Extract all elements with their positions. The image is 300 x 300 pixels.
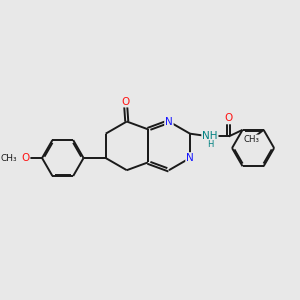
Text: O: O <box>21 153 30 163</box>
Text: O: O <box>121 97 130 106</box>
Text: CH₃: CH₃ <box>243 135 259 144</box>
Text: O: O <box>225 113 233 124</box>
Text: N: N <box>186 153 194 163</box>
Text: N: N <box>165 116 173 127</box>
Text: NH: NH <box>202 131 218 141</box>
Text: H: H <box>207 140 213 149</box>
Text: CH₃: CH₃ <box>0 154 16 163</box>
